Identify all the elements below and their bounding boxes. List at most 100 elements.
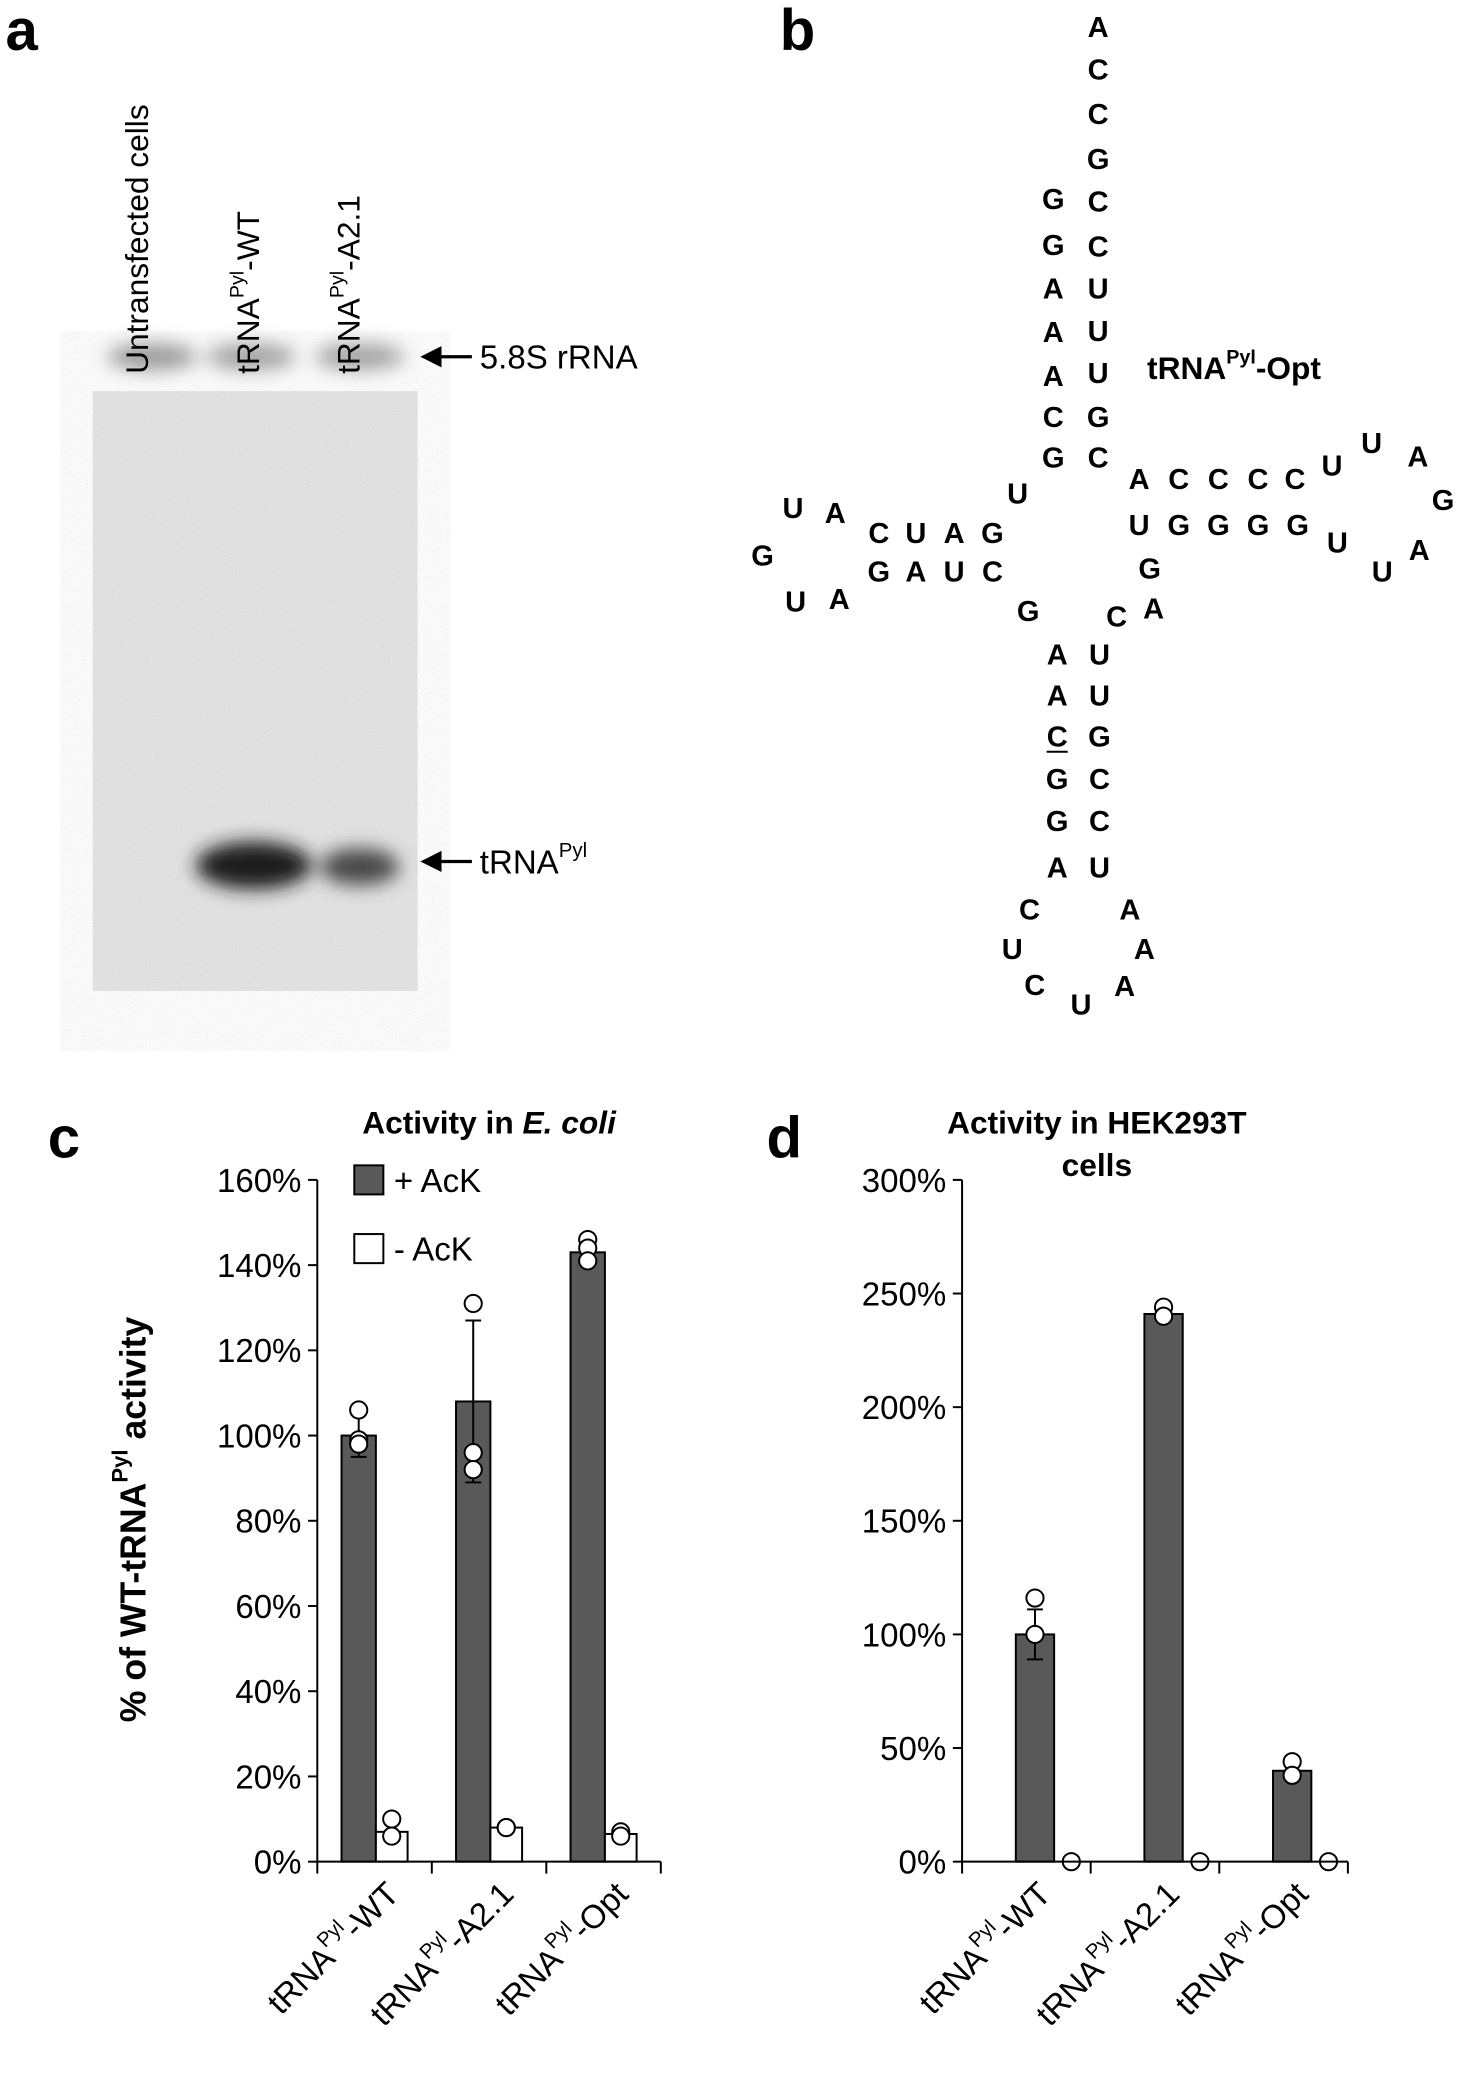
structure-title: tRNAPyl-Opt [1147,346,1321,386]
legend-swatch [353,1233,385,1265]
text-part: -WT [230,211,266,271]
nucleotide: C [1089,764,1110,796]
nucleotide: G [1138,554,1161,586]
y-tick-label: 300% [862,1162,946,1199]
nucleotide: C [1208,464,1229,496]
nucleotide: A [829,584,850,616]
y-tick-label: 0% [899,1844,947,1881]
band-label: tRNAPyl [480,839,587,881]
nucleotide: G [1042,443,1065,475]
nucleotide: A [1047,852,1068,884]
data-point [1282,1765,1302,1785]
nucleotide: A [944,518,965,550]
y-tick-label: 50% [880,1730,946,1767]
nucleotide: U [944,556,965,588]
nucleotide: G [1042,184,1065,216]
nucleotide: U [1089,640,1110,672]
text-part: tRNA [480,843,559,880]
nucleotide: A [1043,361,1064,393]
panel-label: d [767,1105,803,1170]
nucleotide: C [1043,402,1064,434]
bar [569,1251,606,1863]
nucleotide: C [1088,186,1109,218]
text-part: Pyl [226,271,248,298]
nucleotide: A [1047,681,1068,713]
nucleotide: C [868,518,889,550]
text-part: E. coli [523,1105,618,1141]
text-part: Pyl [108,1449,133,1482]
nucleotide: U [1361,428,1382,460]
text-part: tRNA [331,297,367,374]
band [319,848,400,886]
nucleotide: G [1247,510,1270,542]
nucleotide: A [1143,593,1164,625]
y-tick-label: 250% [862,1275,946,1312]
text-part: tRNA [230,297,266,374]
text-part: Pyl [1226,346,1256,368]
panel-label: b [780,0,816,63]
band-label: 5.8S rRNA [480,339,638,376]
data-point [382,1809,402,1829]
text-part: Pyl [327,271,349,298]
nucleotide: G [868,556,891,588]
y-tick-label: 20% [235,1758,301,1795]
nucleotide: U [1088,274,1109,306]
arrow-head [420,850,442,873]
bar [340,1434,377,1863]
text-part: -A2.1 [438,1875,520,1957]
legend-swatch [353,1164,385,1196]
y-tick-label: 0% [254,1844,302,1881]
band [314,343,405,370]
lane-label: Untransfected cells [119,104,155,374]
data-point [463,1293,483,1314]
y-tick-label: 200% [862,1389,946,1426]
data-point [578,1251,598,1271]
nucleotide: C [982,556,1003,588]
text-part: Activity in [362,1105,522,1141]
nucleotide: G [1432,485,1455,517]
nucleotide: U [1322,451,1343,483]
nucleotide: C [1088,99,1109,131]
chart-title: cells [1062,1147,1133,1183]
nucleotide: A [1407,441,1428,473]
gel-texture [92,391,418,991]
data-point [463,1460,483,1480]
nucleotide: G [981,518,1004,550]
y-tick-label: 160% [217,1162,301,1199]
nucleotide: G [1046,806,1069,838]
y-tick-label: 150% [862,1503,946,1540]
text-part: % of WT-tRNA [114,1483,154,1723]
nucleotide: A [1409,535,1430,567]
legend-label: - AcK [394,1230,473,1267]
y-tick-label: 80% [235,1503,301,1540]
data-point [1025,1624,1045,1644]
nucleotide: G [1167,510,1190,542]
nucleotide: G [1088,722,1111,754]
nucleotide: C [1088,54,1109,86]
text-part: -A2.1 [331,195,367,271]
nucleotide: C [1089,806,1110,838]
text-part: Pyl [559,839,587,862]
nucleotide: G [1286,510,1309,542]
nucleotide: C [1019,895,1040,927]
nucleotide: U [1372,556,1393,588]
nucleotide: U [1089,681,1110,713]
data-point [349,1400,369,1420]
y-axis-label: % of WT-tRNAPyl activity [108,1316,154,1722]
text-part: -A2.1 [1104,1875,1186,1957]
chart-title: Activity in HEK293T [947,1105,1247,1141]
band [206,343,297,370]
nucleotide: U [905,518,926,550]
nucleotide: A [1043,274,1064,306]
nucleotide: C [1047,722,1068,754]
nucleotide: U [1002,934,1023,966]
nucleotide: C [1285,464,1306,496]
data-point [382,1826,402,1846]
data-point [1025,1588,1045,1608]
nucleotide: A [905,556,926,588]
text-part: -Opt [1256,350,1322,386]
legend-label: + AcK [394,1162,481,1199]
band [107,343,198,370]
text-part: tRNA [1147,350,1226,386]
y-tick-label: 40% [235,1673,301,1710]
